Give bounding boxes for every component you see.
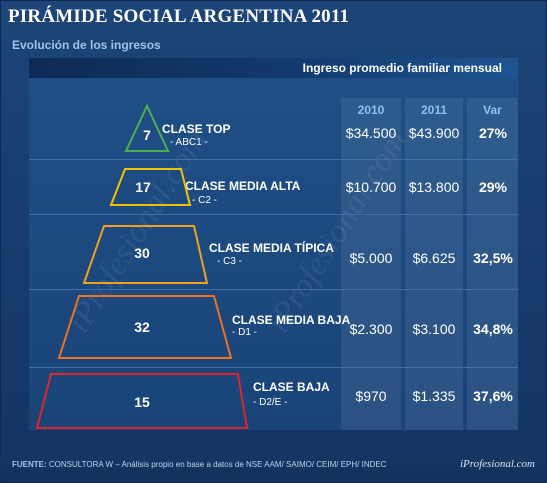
value-2010: $970 (355, 388, 387, 404)
pyramid-tier (82, 225, 209, 284)
pyramid-tier (35, 373, 249, 429)
class-name: CLASE TOP (162, 122, 231, 136)
ingreso-label: Ingreso promedio familiar mensual (302, 61, 502, 75)
class-code: - C2 - (192, 195, 217, 206)
column-header-var: Var (483, 103, 502, 117)
ingreso-header-bar: Ingreso promedio familiar mensual (29, 58, 518, 78)
class-code: - D1 - (232, 327, 257, 338)
class-name: CLASE MEDIA ALTA (185, 179, 301, 193)
class-code: - ABC1 - (170, 137, 208, 148)
tier-share-label: 32 (134, 319, 150, 335)
value-2011: $3.100 (412, 321, 456, 337)
source-text: CONSULTORA W – Análisis propio en base a… (46, 460, 387, 469)
pyramid-tier (57, 295, 233, 359)
page-subtitle: Evolución de los ingresos (12, 38, 161, 52)
row-divider (29, 289, 518, 290)
tier-share-label: 30 (134, 245, 150, 261)
column-bg-var (467, 98, 518, 430)
pyramid-tier (124, 103, 170, 152)
brand-logo: iProfesional.com (459, 458, 535, 470)
class-name: CLASE MEDIA TÍPICA (209, 241, 334, 255)
class-code: - D2/E - (253, 397, 288, 408)
tier-share-label: 15 (134, 394, 150, 410)
class-name: CLASE MEDIA BAJA (232, 313, 351, 327)
value-var: 29% (478, 179, 508, 195)
value-var: 32,5% (473, 250, 513, 266)
value-2011: $13.800 (408, 179, 460, 195)
pyramid-tier (109, 168, 192, 206)
value-2011: $1.335 (412, 388, 456, 404)
source-label: FUENTE: (12, 460, 47, 469)
column-bg-2010 (341, 98, 401, 430)
value-var: 37,6% (473, 388, 513, 404)
data-panel (29, 58, 518, 430)
class-name: CLASE BAJA (253, 380, 330, 394)
class-code: - C3 - (217, 256, 242, 267)
value-2011: $6.625 (412, 250, 456, 266)
column-header-2011: 2011 (420, 103, 448, 117)
value-2010: $2.300 (349, 321, 393, 337)
source-note: FUENTE: CONSULTORA W – Análisis propio e… (12, 460, 387, 469)
value-2010: $10.700 (345, 179, 397, 195)
column-header-2010: 2010 (357, 103, 385, 117)
row-divider (29, 214, 518, 215)
page-title: PIRÁMIDE SOCIAL ARGENTINA 2011 (8, 6, 350, 27)
tier-share-label: 7 (143, 127, 151, 143)
value-2010: $34.500 (345, 125, 397, 141)
row-divider (29, 367, 518, 368)
value-var: 27% (478, 125, 508, 141)
value-2011: $43.900 (408, 125, 460, 141)
tier-share-label: 17 (135, 179, 151, 195)
value-var: 34,8% (473, 321, 513, 337)
row-divider (29, 159, 518, 160)
column-bg-2011 (405, 98, 463, 430)
footer-bar (0, 456, 545, 481)
value-2010: $5.000 (349, 250, 393, 266)
